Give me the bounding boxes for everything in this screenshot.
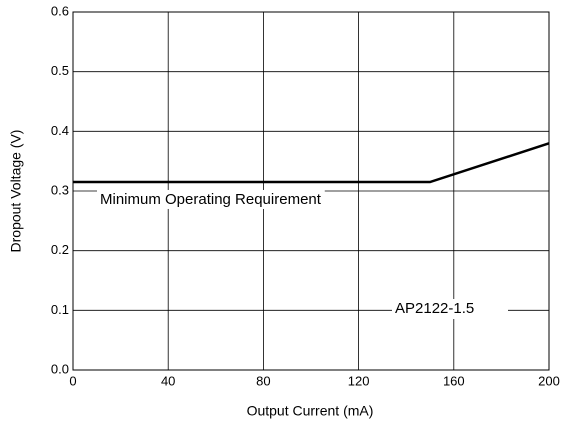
y-tick-label: 0.4 xyxy=(51,123,69,138)
y-tick-label: 0.5 xyxy=(51,63,69,78)
line xyxy=(73,142,550,184)
y-tick-label: 0.6 xyxy=(51,3,69,18)
y-tick-label: 0.2 xyxy=(51,242,69,257)
x-tick-label: 200 xyxy=(538,373,560,388)
x-tick-label: 160 xyxy=(443,373,465,388)
annotation: AP2122-1.5 xyxy=(395,300,474,317)
x-tick-label: 0 xyxy=(69,373,76,388)
y-tick-label: 0.3 xyxy=(51,182,69,197)
x-tick-label: 80 xyxy=(256,373,270,388)
y-axis-label: Dropout Voltage (V) xyxy=(8,130,24,253)
x-tick-label: 40 xyxy=(161,373,175,388)
y-tick-label: 0.1 xyxy=(51,302,69,317)
y-tick-label: 0.0 xyxy=(51,361,69,376)
annotation-background xyxy=(392,299,508,319)
annotation-background xyxy=(97,189,325,209)
x-axis-label: Output Current (mA) xyxy=(247,403,374,419)
annotation: Minimum Operating Requirement xyxy=(100,191,322,208)
x-tick-label: 120 xyxy=(348,373,370,388)
